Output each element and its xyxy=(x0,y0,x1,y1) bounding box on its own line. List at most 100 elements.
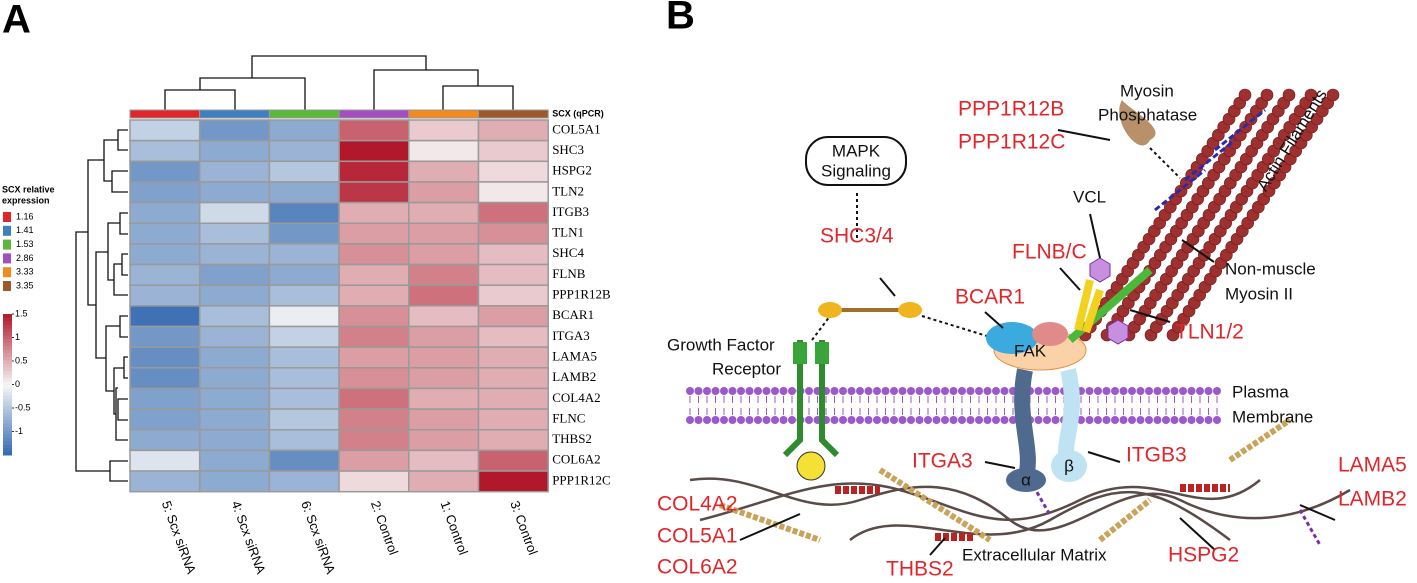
heat-cell xyxy=(198,367,271,390)
lipid-head xyxy=(1213,387,1221,395)
label: Phosphatase xyxy=(1098,105,1197,124)
heat-cell xyxy=(477,449,549,472)
lipid-head xyxy=(983,416,992,424)
colorbar-step xyxy=(3,328,12,333)
heat-cell xyxy=(198,139,271,163)
row-dendrogram xyxy=(75,129,128,482)
heat-cell xyxy=(408,470,480,493)
lipid-head xyxy=(1043,416,1051,424)
heat-cell xyxy=(129,429,201,452)
lipid-head xyxy=(958,416,966,424)
heat-cell xyxy=(198,181,271,204)
lipid-head xyxy=(1153,387,1162,395)
lipid-head xyxy=(711,416,720,424)
colorbar-step xyxy=(3,359,12,364)
heat-cell xyxy=(129,201,201,225)
colorbar-step xyxy=(3,331,12,336)
heatmap: SCX (qPCR) COL5A1 SHC3 HSPG2 TLN2 ITGB3 TLN1 SH… xyxy=(2,108,611,576)
lipid-head xyxy=(949,416,958,424)
myosin xyxy=(1154,168,1206,212)
heat-cell xyxy=(129,222,201,245)
heat-cell xyxy=(477,387,549,410)
heat-cell xyxy=(338,243,410,266)
heat-cell xyxy=(408,119,480,142)
heat-cell xyxy=(338,139,410,163)
lipid-head xyxy=(1085,387,1094,395)
heat-cell xyxy=(129,387,201,410)
lipid-head xyxy=(830,387,839,395)
gene-label: COL6A2 xyxy=(657,556,738,579)
heat-cell xyxy=(198,263,271,286)
lipid-head xyxy=(703,416,711,424)
gene-label: PPP1R12B xyxy=(958,98,1064,121)
lipid-head xyxy=(941,387,949,395)
column-label: 4: Scx siRNA xyxy=(229,499,269,576)
actin-bead xyxy=(1282,88,1296,102)
lipid-head xyxy=(1034,416,1043,424)
gene-label: ITGB3 xyxy=(1126,444,1187,467)
lipid-head xyxy=(779,416,788,424)
gene-label: LAMA5 xyxy=(1338,454,1407,477)
heat-cell xyxy=(477,181,549,204)
heat-cell xyxy=(338,160,410,183)
colorbar-step xyxy=(3,447,12,452)
heat-cell xyxy=(408,222,480,245)
label: Myosin II xyxy=(1225,284,1293,303)
colorbar-step xyxy=(3,388,12,393)
legend-swatch xyxy=(3,212,11,222)
row-label: ITGA3 xyxy=(552,328,590,343)
heat-cell xyxy=(129,181,201,204)
heat-cell xyxy=(268,139,340,163)
row-label: HSPG2 xyxy=(552,163,592,178)
colorbar-label: -0.5 xyxy=(15,402,31,412)
colorbar-step xyxy=(3,402,12,407)
lipid-head xyxy=(1145,416,1153,424)
heat-cell xyxy=(129,408,201,431)
heat-cell xyxy=(408,181,480,204)
lipid-head xyxy=(898,416,907,424)
row-label: BCAR1 xyxy=(552,307,594,322)
lipid-head xyxy=(1119,416,1128,424)
heat-cell xyxy=(338,305,410,328)
colorbar-step xyxy=(3,391,12,396)
colorbar-step xyxy=(3,409,12,414)
lipid-head xyxy=(720,387,728,395)
heat-cell xyxy=(268,449,340,472)
row-label: COL6A2 xyxy=(552,452,600,467)
lipid-head xyxy=(1153,416,1162,424)
heat-cell xyxy=(198,408,271,431)
lipid-head xyxy=(941,416,949,424)
heat-cell xyxy=(408,201,480,225)
colorbar-step xyxy=(3,444,12,449)
gene-label: PPP1R12C xyxy=(958,131,1065,154)
colorbar-step xyxy=(3,345,12,350)
heat-cell xyxy=(268,367,340,390)
heat-cell xyxy=(268,119,340,142)
myosin xyxy=(1214,108,1266,152)
heat-cell xyxy=(198,284,271,307)
column-label: 1: Control xyxy=(438,499,471,557)
colorbar-step xyxy=(3,380,12,385)
heat-cell xyxy=(268,181,340,204)
lipid-head xyxy=(1179,387,1187,395)
heat-cell xyxy=(408,449,480,472)
heat-cell xyxy=(268,305,340,328)
heat-cell xyxy=(129,325,201,348)
legend-title: expression xyxy=(2,195,50,205)
lipid-head xyxy=(898,387,907,395)
heat-cell xyxy=(477,367,549,390)
ecm-proteins xyxy=(719,417,1322,546)
annotation-cell xyxy=(408,109,479,119)
heat-cell xyxy=(268,470,340,493)
lipid-head xyxy=(983,387,992,395)
arrows xyxy=(739,129,1336,556)
heat-cell xyxy=(477,284,549,307)
annotation-cell xyxy=(268,109,340,119)
colorbar-label: -1 xyxy=(15,426,23,436)
colorbar-label: 1.5 xyxy=(15,308,28,318)
lipid-head xyxy=(830,416,839,424)
lipid-head xyxy=(1136,387,1145,395)
heat-cell xyxy=(129,139,201,163)
heat-cell xyxy=(477,470,549,493)
legend-label: 3.33 xyxy=(16,267,34,277)
